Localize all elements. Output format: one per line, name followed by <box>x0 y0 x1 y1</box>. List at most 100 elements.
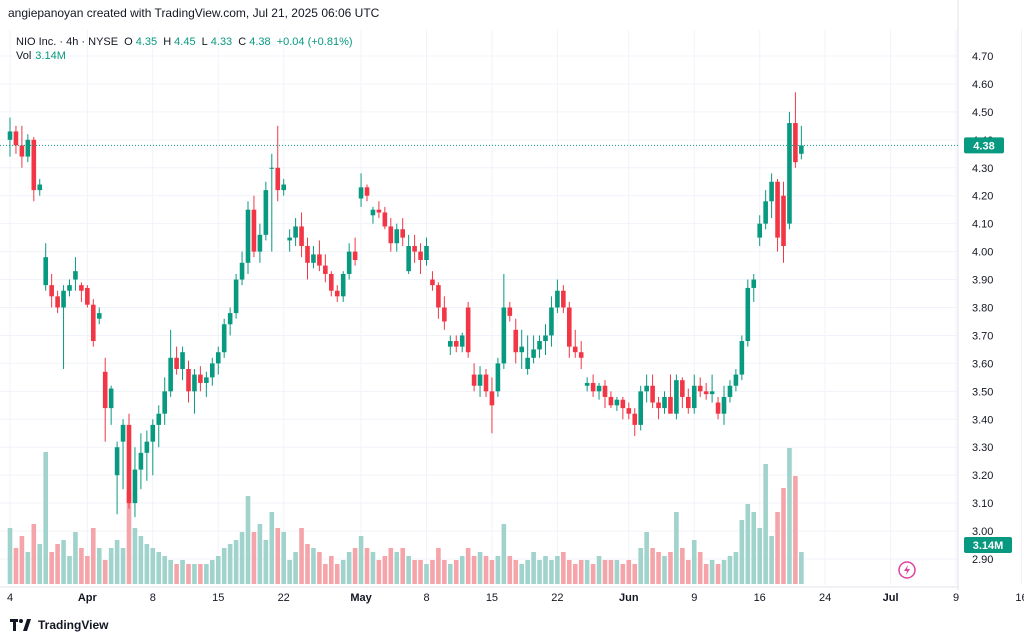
volume-bar <box>227 544 233 584</box>
y-tick-label: 4.50 <box>972 107 993 119</box>
candle-body <box>364 187 370 196</box>
candle-body <box>37 184 43 191</box>
last-price-badge <box>964 137 1004 154</box>
volume-bar <box>138 536 144 584</box>
y-tick-label: 3.40 <box>972 414 993 426</box>
volume-bar <box>644 532 649 584</box>
candle-body <box>793 123 798 163</box>
change-value: +0.04 (+0.81%) <box>276 36 353 48</box>
last-volume-label: 3.14M <box>973 540 1004 552</box>
candle-body <box>745 287 751 342</box>
volume-bar <box>263 540 269 584</box>
volume-bar <box>733 552 739 584</box>
volume-bar <box>739 520 745 584</box>
volume-bar <box>799 552 804 584</box>
candle-body <box>650 385 655 403</box>
volume-bar <box>709 560 715 584</box>
x-tick-label: Apr <box>78 592 98 604</box>
x-tick-label: 9 <box>691 592 697 604</box>
volume-bar <box>150 548 156 584</box>
volume-bar <box>400 548 405 584</box>
candle-body <box>126 424 132 504</box>
candle-body <box>596 385 602 392</box>
candle-body <box>67 285 72 291</box>
candle-body <box>96 313 102 319</box>
volume-bar <box>67 556 72 584</box>
candle-body <box>144 441 150 453</box>
candle-body <box>459 335 465 347</box>
volume-bar <box>281 532 286 584</box>
volume-bar <box>352 548 358 584</box>
x-tick-label: 8 <box>423 592 429 604</box>
candle-body <box>412 246 417 252</box>
volume-bar <box>697 552 703 584</box>
volume-bar <box>727 556 733 584</box>
volume-value: 3.14M <box>35 50 66 62</box>
candle-body <box>245 209 251 263</box>
volume-bar <box>614 560 620 584</box>
candle-body <box>787 123 792 224</box>
candle-body <box>210 363 215 378</box>
volume-bar <box>578 560 584 584</box>
candle-body <box>114 447 120 476</box>
close-value: 4.38 <box>249 36 271 48</box>
candle-body <box>340 273 346 297</box>
candle-body <box>275 167 281 191</box>
volume-bar <box>13 548 19 584</box>
volume-bar <box>287 560 292 584</box>
volume-bar <box>781 488 786 584</box>
candle-body <box>85 287 90 305</box>
volume-bar <box>751 512 757 584</box>
volume-bar <box>132 528 138 584</box>
candle-body <box>662 396 667 409</box>
candle-body <box>691 385 697 409</box>
volume-bar <box>590 564 596 584</box>
candle-body <box>186 368 191 392</box>
candle-body <box>614 399 620 406</box>
candle-body <box>709 391 715 395</box>
volume-bar <box>168 560 173 584</box>
candle-body <box>537 341 542 350</box>
candle-body <box>168 357 173 392</box>
candle-body <box>346 251 352 274</box>
candle-body <box>465 307 471 353</box>
candle-body <box>370 209 376 216</box>
candle-body <box>233 279 239 314</box>
candle-body <box>120 424 126 442</box>
volume-bar <box>388 548 394 584</box>
volume-bar <box>519 564 524 584</box>
volume-bar <box>102 560 108 584</box>
candle-body <box>531 349 536 358</box>
volume-bar <box>668 552 673 584</box>
candle-body <box>43 257 48 286</box>
x-tick-label: Jul <box>883 592 899 604</box>
candle-body <box>572 346 578 353</box>
price-axis: 4.704.604.504.404.304.204.104.003.903.80… <box>972 51 993 566</box>
candle-body <box>686 396 691 409</box>
candle-body <box>430 279 435 286</box>
volume-bar <box>37 544 43 584</box>
candle-body <box>323 265 328 274</box>
candle-body <box>555 290 560 308</box>
x-tick-label: Jun <box>619 592 639 604</box>
volume-bar <box>233 540 239 584</box>
candle-body <box>775 181 780 238</box>
volume-bar <box>49 552 54 584</box>
y-tick-label: 2.90 <box>972 554 993 566</box>
volume-bar <box>406 556 411 584</box>
y-tick-label: 3.80 <box>972 303 993 315</box>
volume-bar <box>376 560 382 584</box>
chart-overlays: 4.38 3.14M <box>0 137 1012 579</box>
volume-bar <box>793 476 798 584</box>
candle-body <box>453 341 459 347</box>
volume-bar <box>459 556 465 584</box>
volume-bar <box>251 532 257 584</box>
candle-body <box>19 145 25 157</box>
volume-bar <box>549 560 554 584</box>
y-tick-label: 3.70 <box>972 330 993 342</box>
candle-body <box>239 262 245 280</box>
footer-brand[interactable]: TradingView <box>10 618 108 632</box>
volume-bar <box>763 464 768 584</box>
candle-body <box>513 329 519 353</box>
